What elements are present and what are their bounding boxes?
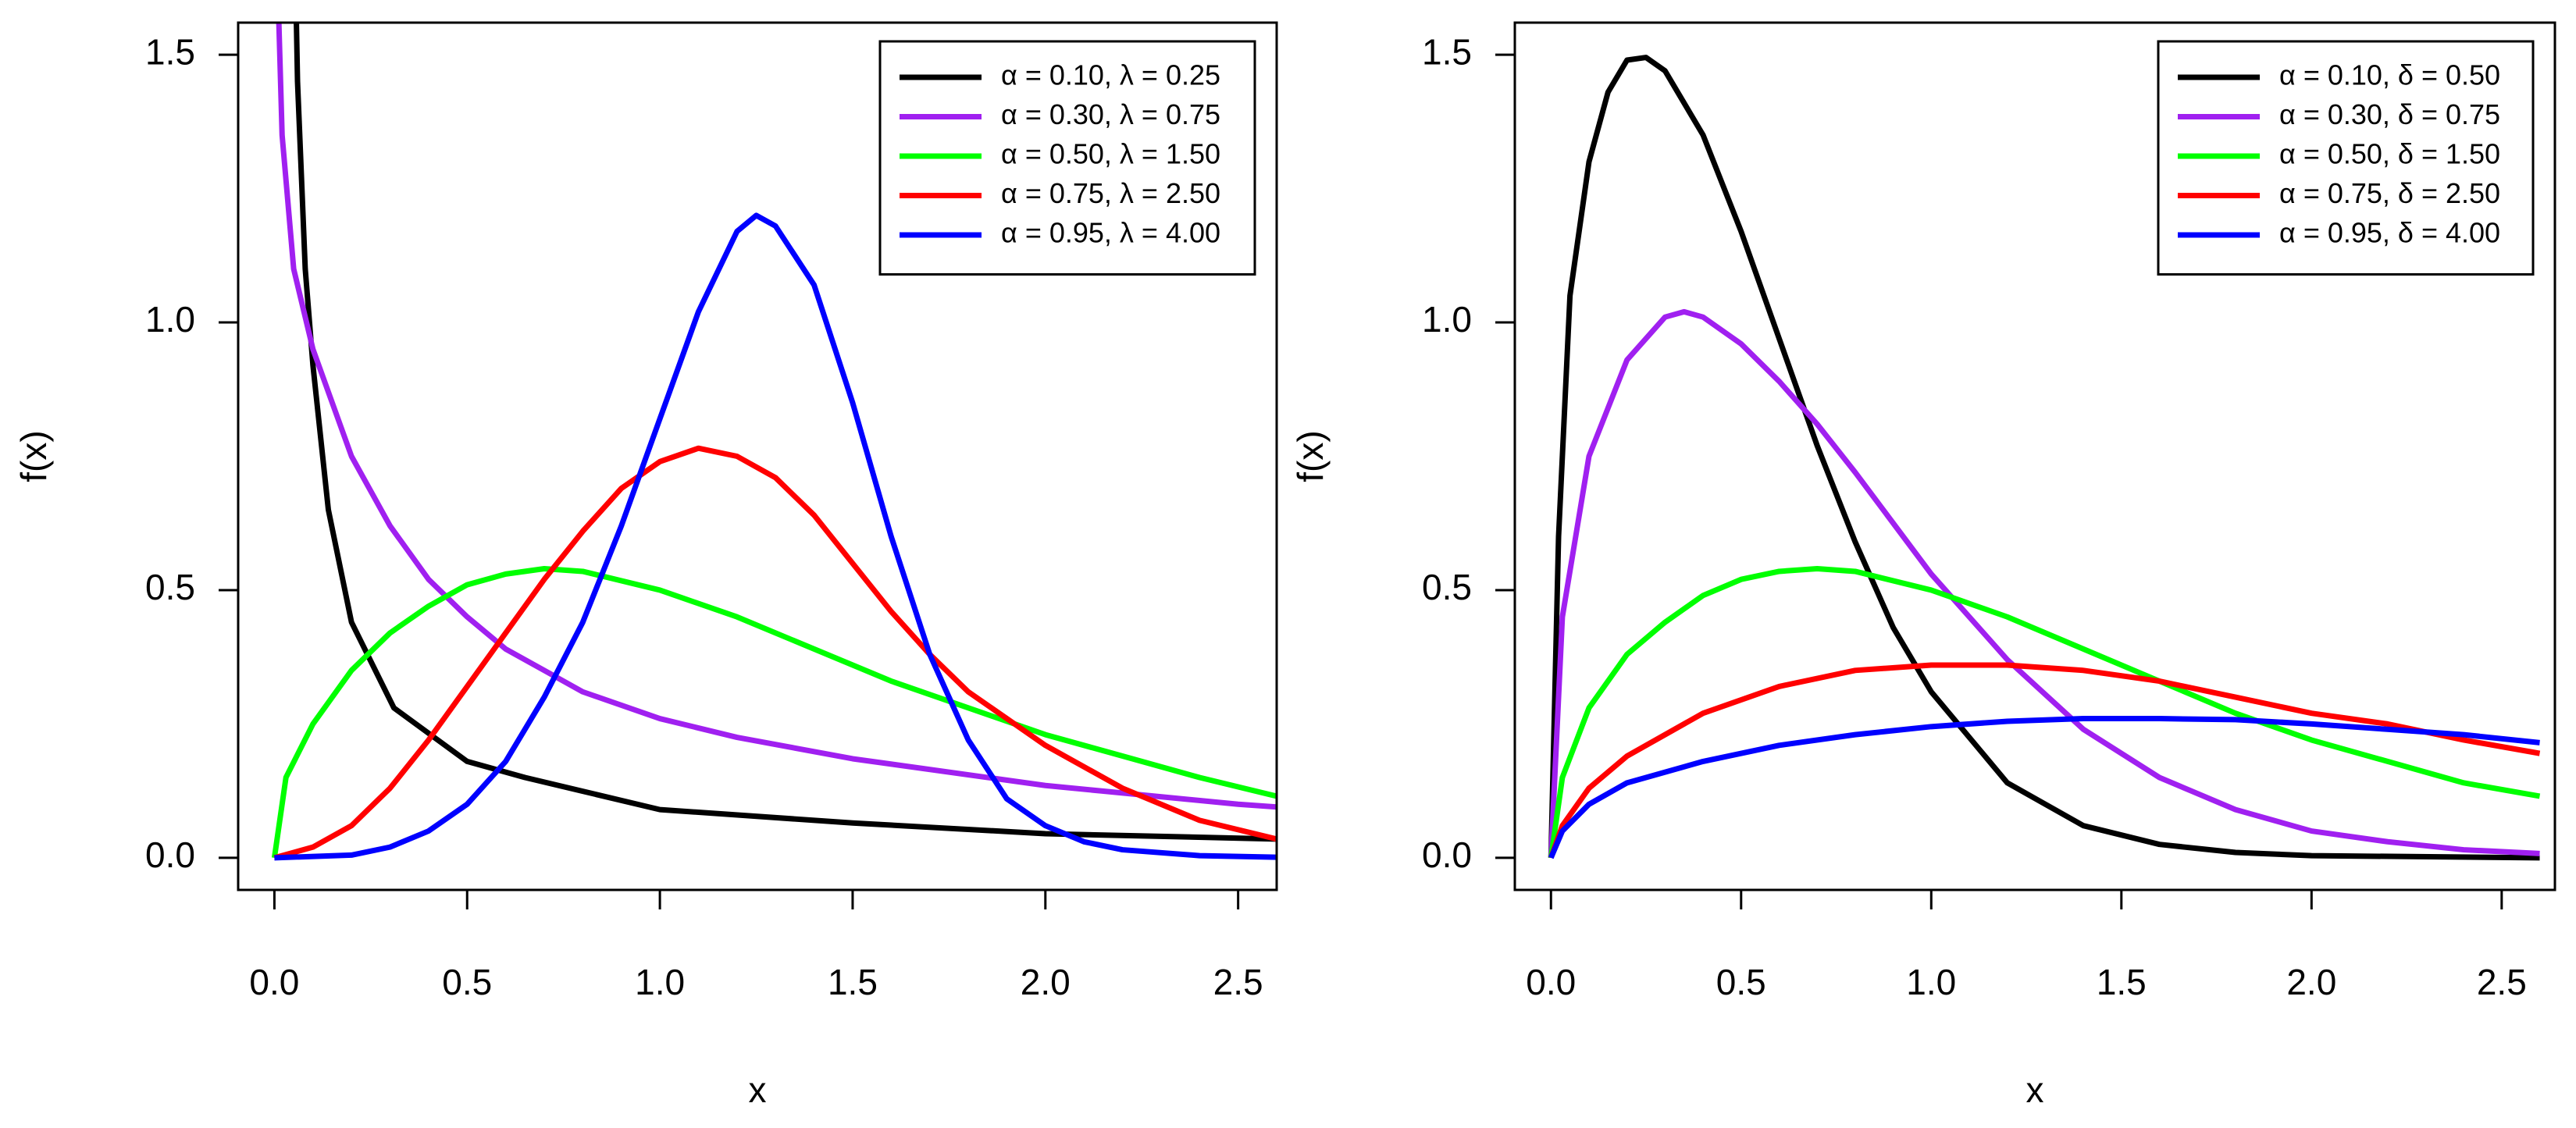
y-tick-label: 0.0	[1422, 834, 1472, 875]
curve	[1548, 662, 2541, 859]
x-tick-label: 1.5	[2097, 962, 2147, 1002]
legend-label: α = 0.95, λ = 4.00	[1001, 217, 1220, 249]
x-axis-label: x	[2026, 1069, 2044, 1110]
x-tick-label: 0.0	[249, 962, 299, 1002]
curve	[274, 212, 1277, 861]
x-tick-label: 2.5	[2477, 962, 2527, 1002]
x-tick-label: 1.0	[635, 962, 685, 1002]
y-tick-label: 1.0	[145, 299, 195, 340]
y-tick-label: 0.5	[1422, 567, 1472, 607]
y-tick-label: 0.5	[145, 567, 195, 607]
x-tick-label: 2.5	[1213, 962, 1263, 1002]
plot-area	[1548, 55, 2541, 861]
curve	[1548, 308, 2540, 859]
panel: 0.0 0.5 1.0 1.5 2.0 2.5 0.0 0.5 1.0 1.5 x f(x) α = 0…	[13, 21, 1278, 1110]
curve	[271, 566, 1277, 859]
y-tick-label: 1.5	[145, 31, 195, 72]
x-tick-label: 0.5	[442, 962, 492, 1002]
x-tick-label: 2.0	[1021, 962, 1071, 1002]
legend: α = 0.10, δ = 0.50 α = 0.30, δ = 0.75 α = …	[2157, 40, 2535, 276]
legend-label: α = 0.75, λ = 2.50	[1001, 177, 1220, 209]
curve	[1548, 716, 2540, 859]
curve	[1548, 566, 2541, 859]
legend-label: α = 0.10, δ = 0.50	[2279, 59, 2500, 91]
x-tick-label: 1.5	[828, 962, 878, 1002]
plot-frame	[237, 21, 1278, 891]
plot-area	[271, 23, 1277, 861]
curve	[276, 23, 1277, 810]
legend-label: α = 0.10, λ = 0.25	[1001, 59, 1220, 91]
curve	[273, 445, 1277, 861]
legend-label: α = 0.30, λ = 0.75	[1001, 98, 1220, 130]
legend-label: α = 0.50, λ = 1.50	[1001, 138, 1220, 170]
legend-label: α = 0.50, δ = 1.50	[2279, 138, 2500, 170]
x-tick-label: 2.0	[2286, 962, 2336, 1002]
curve	[294, 23, 1277, 842]
y-tick-label: 1.0	[1422, 299, 1472, 340]
y-axis-label: f(x)	[1290, 430, 1331, 482]
plot-frame	[1513, 21, 2556, 891]
y-tick-label: 1.5	[1422, 31, 1472, 72]
y-tick-label: 0.0	[145, 834, 195, 875]
y-axis-label: f(x)	[13, 430, 54, 482]
curve	[1548, 55, 2540, 861]
x-tick-label: 0.5	[1716, 962, 1766, 1002]
x-axis-label: x	[749, 1069, 767, 1110]
x-tick-label: 0.0	[1526, 962, 1576, 1002]
legend: α = 0.10, λ = 0.25 α = 0.30, λ = 0.75 α = …	[878, 40, 1256, 276]
x-tick-label: 1.0	[1906, 962, 1956, 1002]
panel: 0.0 0.5 1.0 1.5 2.0 2.5 0.0 0.5 1.0 1.5 x f(x) α = 0…	[1290, 21, 2556, 1110]
legend-label: α = 0.75, δ = 2.50	[2279, 177, 2500, 209]
legend-label: α = 0.95, δ = 4.00	[2279, 217, 2500, 249]
legend-label: α = 0.30, δ = 0.75	[2279, 98, 2500, 130]
